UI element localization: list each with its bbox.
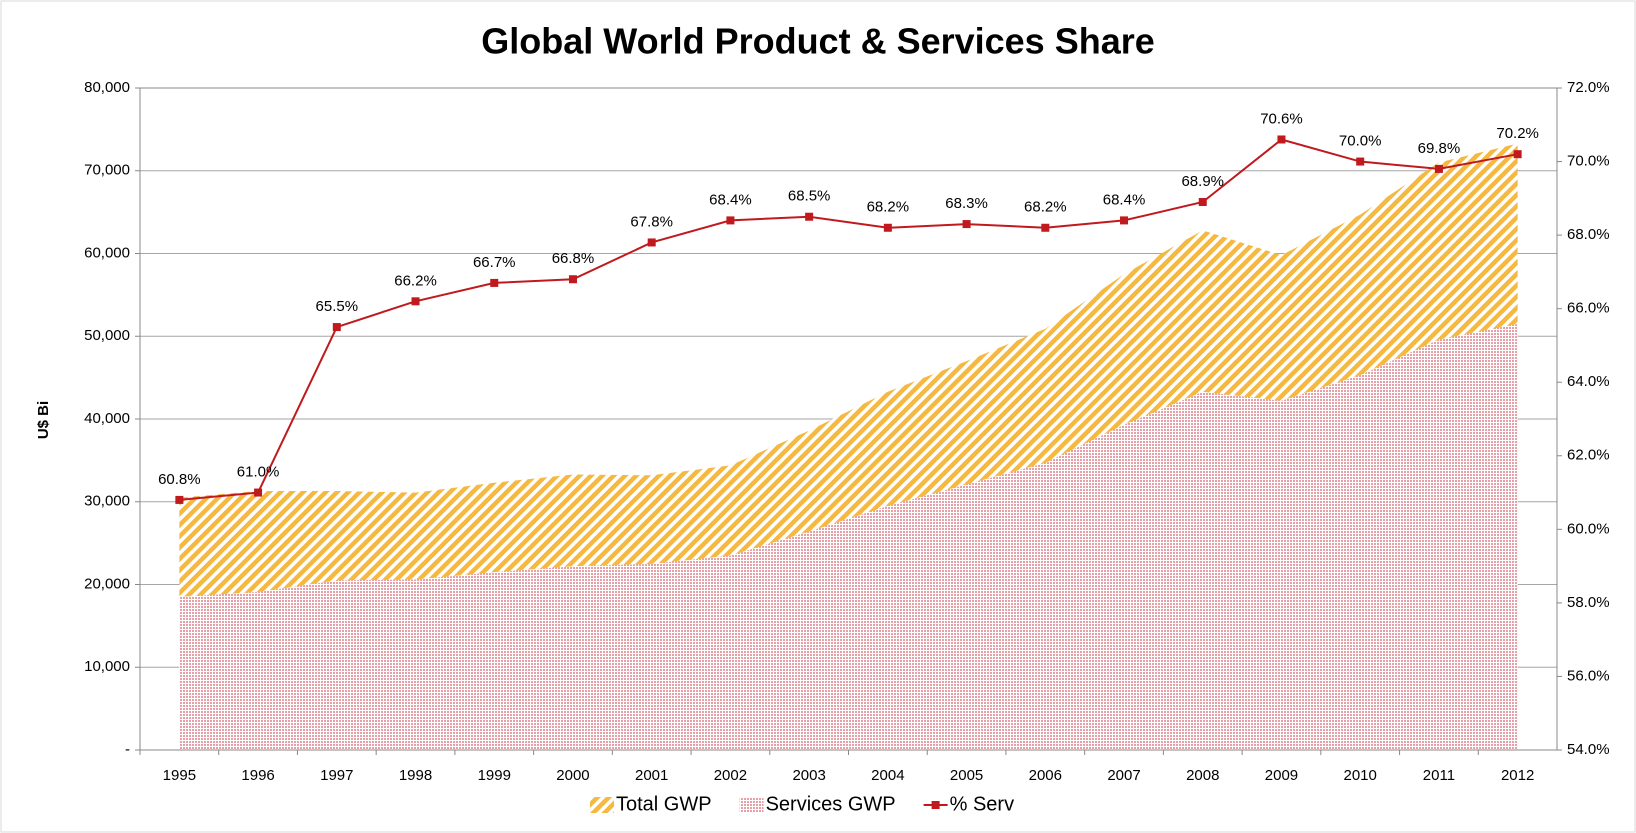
legend-label: Services GWP: [766, 793, 896, 815]
marker: [1434, 164, 1443, 173]
marker: [332, 323, 341, 332]
x-tick-label: 1998: [399, 767, 432, 784]
data-label: 68.4%: [709, 191, 752, 208]
y2-tick-label: 62.0%: [1567, 447, 1610, 464]
y-tick-label: 60,000: [84, 244, 130, 261]
marker: [1513, 150, 1522, 159]
marker: [1277, 135, 1286, 144]
y2-tick-label: 72.0%: [1567, 79, 1610, 96]
y-tick-label: 20,000: [84, 575, 130, 592]
marker: [568, 275, 577, 284]
chart-title: Global World Product & Services Share: [481, 21, 1155, 62]
y2-tick-label: 70.0%: [1567, 153, 1610, 170]
x-tick-label: 2008: [1186, 767, 1219, 784]
line: [179, 138, 1518, 501]
marker: [1356, 157, 1365, 166]
x-tick-label: 2002: [714, 767, 747, 784]
data-label: 60.8%: [158, 471, 201, 488]
legend-swatch: [739, 797, 764, 813]
data-label: 66.2%: [394, 272, 437, 289]
y2-tick-label: 60.0%: [1567, 520, 1610, 537]
x-tick-label: 1995: [163, 767, 196, 784]
y2-tick-label: 56.0%: [1567, 667, 1610, 684]
marker: [726, 216, 735, 225]
legend-marker: [931, 801, 940, 809]
x-tick-label: 2010: [1344, 767, 1377, 784]
x-tick-label: 2003: [792, 767, 825, 784]
x-tick-label: 2007: [1107, 767, 1140, 784]
data-label: 66.8%: [552, 250, 595, 267]
legend-swatch: [590, 797, 614, 813]
legend-label: Total GWP: [616, 793, 712, 815]
x-tick-label: 1997: [320, 767, 353, 784]
x-tick-label: 2000: [556, 767, 589, 784]
marker: [175, 495, 184, 504]
x-tick-label: 1996: [241, 767, 274, 784]
marker: [254, 488, 263, 497]
x-tick-label: 2005: [950, 767, 983, 784]
data-label: 68.3%: [945, 195, 988, 212]
y2-tick-label: 58.0%: [1567, 594, 1610, 611]
marker: [1120, 216, 1129, 225]
x-tick-label: 1999: [478, 767, 511, 784]
x-tick-label: 2012: [1501, 767, 1534, 784]
x-tick-label: 2001: [635, 767, 668, 784]
y-axis-label: U$ Bi: [35, 401, 52, 439]
y-tick-label: 50,000: [84, 327, 130, 344]
data-label: 61.0%: [237, 464, 280, 481]
data-label: 68.2%: [1024, 199, 1067, 216]
y2-tick-label: 68.0%: [1567, 226, 1610, 243]
y-tick-label: 30,000: [84, 493, 130, 510]
data-label: 68.5%: [788, 188, 831, 205]
marker: [805, 212, 814, 221]
y-tick-label: 40,000: [84, 410, 130, 427]
data-label: 70.0%: [1339, 133, 1382, 150]
marker: [883, 223, 892, 232]
data-label: 70.2%: [1496, 125, 1539, 142]
y-tick-label: 70,000: [84, 162, 130, 179]
y-tick-label: 80,000: [84, 79, 130, 96]
y2-tick-label: 64.0%: [1567, 373, 1610, 390]
legend-label: % Serv: [950, 793, 1014, 815]
data-label: 67.8%: [630, 213, 673, 230]
data-label: 68.9%: [1181, 173, 1224, 190]
data-label: 70.6%: [1260, 110, 1303, 127]
x-tick-label: 2006: [1029, 767, 1062, 784]
marker: [1041, 223, 1050, 232]
marker: [490, 278, 499, 287]
marker: [1198, 198, 1207, 207]
data-label: 69.8%: [1418, 140, 1461, 157]
marker: [647, 238, 656, 247]
y2-tick-label: 66.0%: [1567, 300, 1610, 317]
marker: [962, 220, 971, 229]
area: [179, 323, 1518, 750]
y2-tick-label: 54.0%: [1567, 741, 1610, 758]
data-label: 65.5%: [316, 298, 359, 315]
marker: [411, 297, 420, 306]
data-label: 66.7%: [473, 254, 516, 271]
y-tick-label: 10,000: [84, 658, 130, 675]
data-label: 68.2%: [867, 199, 910, 216]
x-tick-label: 2011: [1423, 767, 1455, 784]
x-tick-label: 2009: [1265, 767, 1298, 784]
x-tick-label: 2004: [871, 767, 904, 784]
data-label: 68.4%: [1103, 191, 1146, 208]
y-tick-label: -: [125, 741, 130, 758]
